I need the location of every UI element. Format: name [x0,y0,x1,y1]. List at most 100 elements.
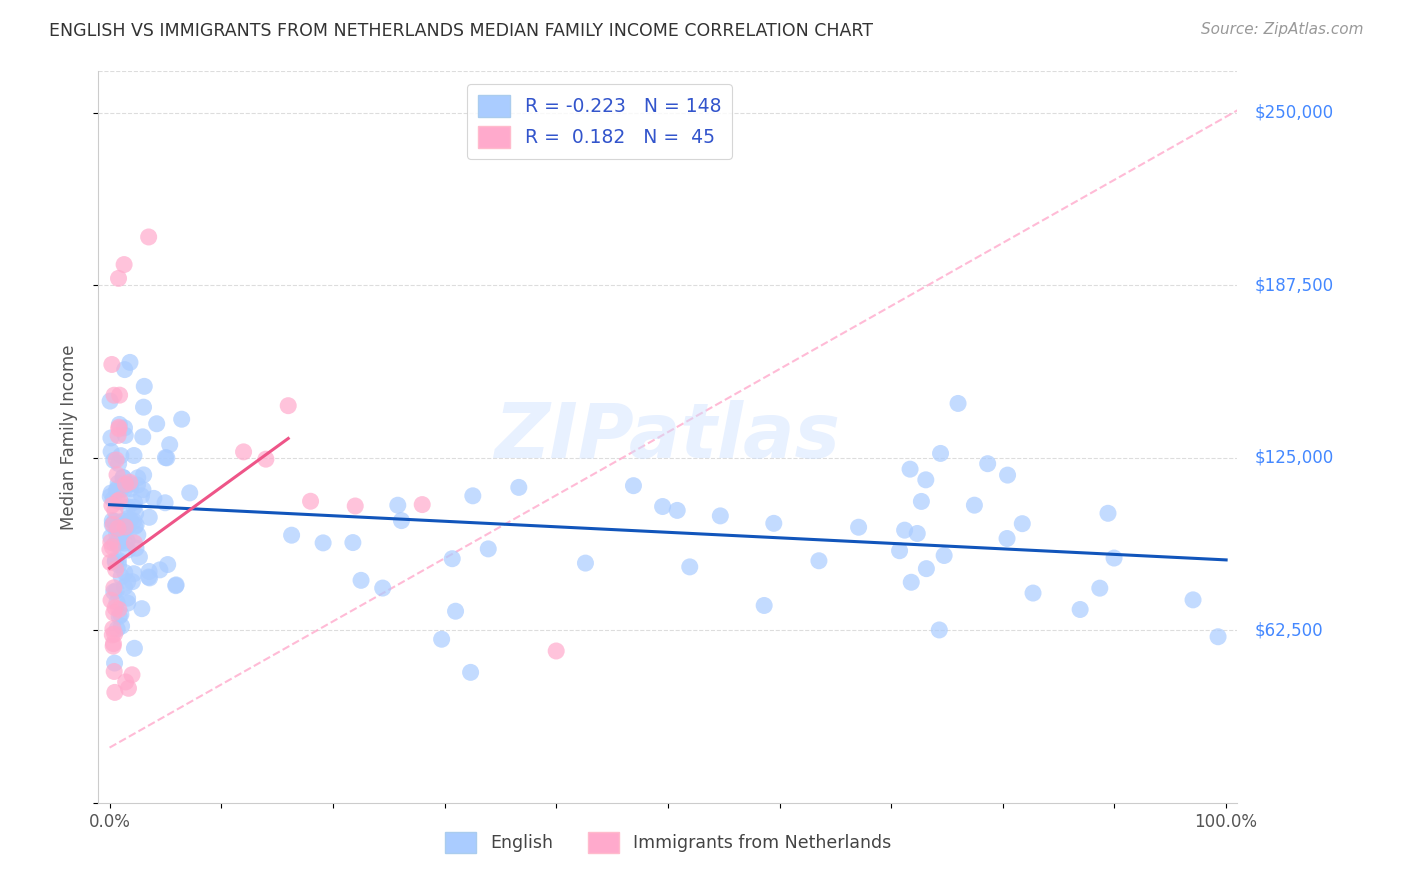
Y-axis label: Median Family Income: Median Family Income [59,344,77,530]
Point [928,623,950,637]
Point [118,475,141,490]
Point [112,258,135,272]
Point [121,667,143,681]
Point [124,641,146,656]
Point [103,388,125,402]
Point [914,473,936,487]
Point [995,532,1018,546]
Point [98,394,121,409]
Point [461,489,484,503]
Point [104,600,127,615]
Point [104,685,127,699]
Point [117,574,139,589]
Point [905,526,928,541]
Point [110,449,132,463]
Point [101,498,124,512]
Point [110,530,132,544]
Point [101,622,124,636]
Point [125,541,148,556]
Point [132,400,155,414]
Point [107,558,129,572]
Point [101,492,124,507]
Point [138,565,160,579]
Point [149,563,172,577]
Point [104,555,127,569]
Text: $187,500: $187,500 [1254,277,1333,294]
Point [101,358,124,372]
Point [1011,516,1033,531]
Point [121,574,143,589]
Text: Source: ZipAtlas.com: Source: ZipAtlas.com [1201,22,1364,37]
Point [299,494,322,508]
Point [100,431,122,445]
Point [117,596,139,610]
Point [124,495,146,509]
Point [131,601,153,615]
Point [277,399,299,413]
Point [107,521,129,535]
Point [848,520,870,534]
Text: ZIPatlas: ZIPatlas [495,401,841,474]
Point [103,585,125,599]
Point [131,489,153,503]
Point [762,516,785,531]
Point [100,593,122,607]
Point [98,556,121,570]
Point [623,478,645,492]
Point [107,457,129,471]
Point [232,445,254,459]
Point [666,503,689,517]
Point [179,486,201,500]
Point [115,515,138,529]
Point [117,520,139,534]
Point [132,467,155,482]
Point [997,468,1019,483]
Point [124,536,146,550]
Point [105,467,128,482]
Point [138,571,160,585]
Point [342,535,364,549]
Point [110,494,132,508]
Point [117,591,139,606]
Point [103,581,125,595]
Point [107,271,129,285]
Point [893,523,915,537]
Point [105,595,128,609]
Point [651,500,673,514]
Point [124,507,146,521]
Point [344,499,367,513]
Point [900,575,922,590]
Point [117,543,139,558]
Point [889,543,911,558]
Point [546,644,568,658]
Point [108,609,131,624]
Point [350,574,373,588]
Point [108,420,131,434]
Point [110,619,132,633]
Point [117,681,139,696]
Point [100,530,122,544]
Point [100,444,122,458]
Point [127,528,149,542]
Point [111,514,134,528]
Point [156,450,179,465]
Point [128,549,150,564]
Point [138,510,160,524]
Point [709,508,731,523]
Point [1022,586,1045,600]
Point [1182,592,1205,607]
Point [110,569,132,583]
Point [110,607,132,622]
Point [105,483,128,498]
Point [125,518,148,533]
Point [103,606,125,620]
Point [107,476,129,491]
Point [807,554,830,568]
Point [111,470,134,484]
Point [114,428,136,442]
Point [477,541,499,556]
Text: $125,000: $125,000 [1254,449,1334,467]
Point [946,396,969,410]
Point [114,362,136,376]
Point [104,627,127,641]
